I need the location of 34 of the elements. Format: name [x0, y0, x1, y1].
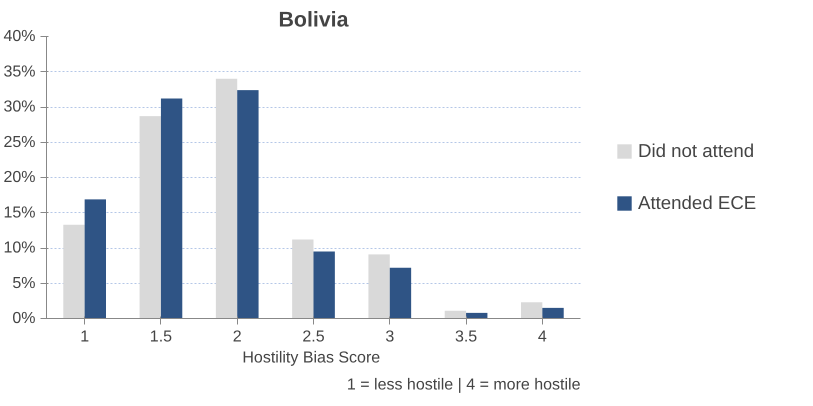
- x-tick-label: 3.5: [454, 328, 478, 346]
- y-tick-label: 20%: [3, 169, 36, 186]
- y-tick-label: 40%: [3, 28, 36, 45]
- bar: [216, 78, 238, 318]
- bar: [237, 90, 259, 318]
- x-tick-label: 4: [538, 328, 547, 346]
- y-tick-label: 10%: [3, 240, 36, 256]
- bar: [160, 98, 182, 318]
- y-tick-label: 5%: [12, 274, 36, 292]
- bar: [520, 302, 542, 318]
- x-tick-label: 1.5: [150, 328, 172, 346]
- y-tick-label: 35%: [3, 63, 36, 80]
- text: 1 = less hostile | 4 = more hostile: [346, 376, 581, 394]
- chart-title: Bolivia: [278, 8, 349, 32]
- x-tick-label: 2: [232, 328, 242, 346]
- y-tick-label: 30%: [3, 98, 36, 116]
- bar: [444, 310, 466, 318]
- bar: [292, 240, 314, 318]
- bar: [84, 199, 106, 318]
- x-tick-label: 2.5: [302, 328, 325, 346]
- x-tick-label: 1: [80, 328, 90, 346]
- bar: [63, 224, 85, 318]
- legend-label: Attended ECE: [638, 192, 756, 214]
- y-tick-label: 0%: [12, 310, 36, 327]
- legend-label: Did not attend: [638, 140, 754, 162]
- y-tick-label: 25%: [3, 134, 36, 151]
- bar: [390, 268, 412, 318]
- bar: [314, 252, 335, 318]
- x-axis-title: Hostility Bias Score: [242, 350, 380, 366]
- bar: [542, 308, 564, 318]
- y-tick-label: 15%: [3, 204, 36, 222]
- bar: [140, 116, 161, 318]
- bar: [368, 254, 390, 318]
- x-tick-label: 3: [385, 328, 394, 346]
